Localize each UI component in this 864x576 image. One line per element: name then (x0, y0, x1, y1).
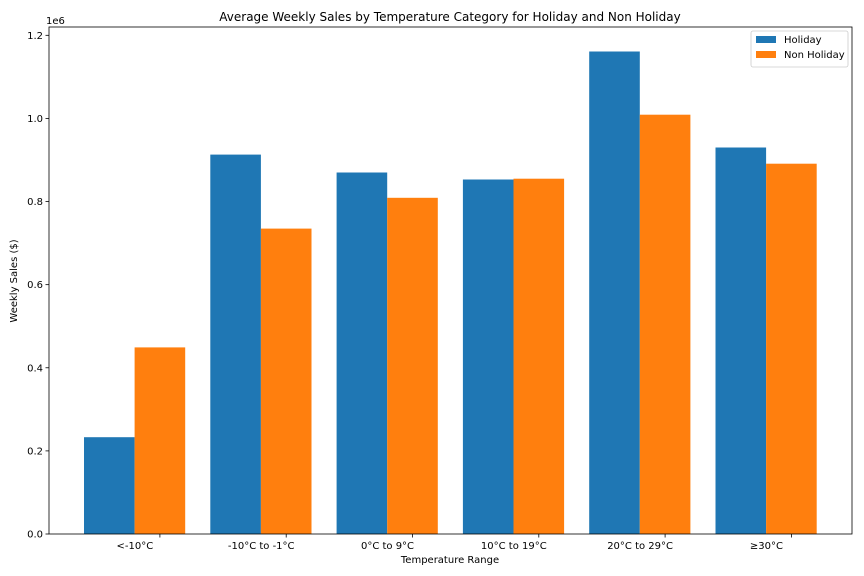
legend-label-0: Holiday (784, 35, 822, 46)
y-tick-label-4: 0.8 (27, 197, 43, 208)
bar-non-holiday-4 (639, 114, 691, 534)
bar-non-holiday-5 (766, 163, 817, 534)
y-tick-label-6: 1.2 (27, 31, 43, 42)
bar-holiday-2 (336, 172, 388, 534)
y-axis-label: Weekly Sales ($) (9, 239, 20, 322)
legend-swatch-1 (756, 51, 776, 58)
bar-holiday-1 (210, 154, 261, 534)
bar-non-holiday-3 (513, 178, 565, 534)
plot-frame (48, 26, 853, 535)
x-tick-label-3: 10°C to 19°C (481, 541, 547, 552)
x-tick-label-0: <-10°C (117, 541, 154, 552)
bar-holiday-3 (462, 179, 514, 534)
x-tick-label-5: ≥30°C (750, 541, 783, 552)
y-offset-label: 1e6 (46, 16, 65, 27)
bar-holiday-0 (84, 437, 135, 534)
chart-title: Average Weekly Sales by Temperature Cate… (219, 10, 680, 24)
bar-non-holiday-1 (260, 228, 312, 534)
bar-holiday-4 (589, 51, 640, 534)
y-tick-label-2: 0.4 (27, 363, 43, 374)
legend-swatch-0 (756, 36, 776, 43)
bar-holiday-5 (715, 147, 767, 534)
x-tick-label-4: 20°C to 29°C (607, 541, 673, 552)
y-tick-label-5: 1.0 (27, 114, 43, 125)
y-tick-label-1: 0.2 (27, 446, 43, 457)
y-ticks-group: 0.0 0.2 0.4 0.6 0.8 1.0 1.2 (27, 31, 49, 541)
bar-non-holiday-2 (387, 197, 438, 535)
x-tick-label-2: 0°C to 9°C (361, 541, 414, 552)
legend: Holiday Non Holiday (750, 30, 849, 68)
legend-label-1: Non Holiday (784, 50, 845, 61)
x-ticks-group: <-10°C -10°C to -1°C 0°C to 9°C 10°C to 19°… (117, 534, 792, 552)
bar-non-holiday-0 (134, 347, 186, 534)
y-tick-label-0: 0.0 (27, 530, 43, 541)
x-axis-label: Temperature Range (400, 555, 499, 566)
bars-group (84, 51, 817, 535)
x-tick-label-1: -10°C to -1°C (228, 541, 295, 552)
y-tick-label-3: 0.6 (27, 280, 43, 291)
